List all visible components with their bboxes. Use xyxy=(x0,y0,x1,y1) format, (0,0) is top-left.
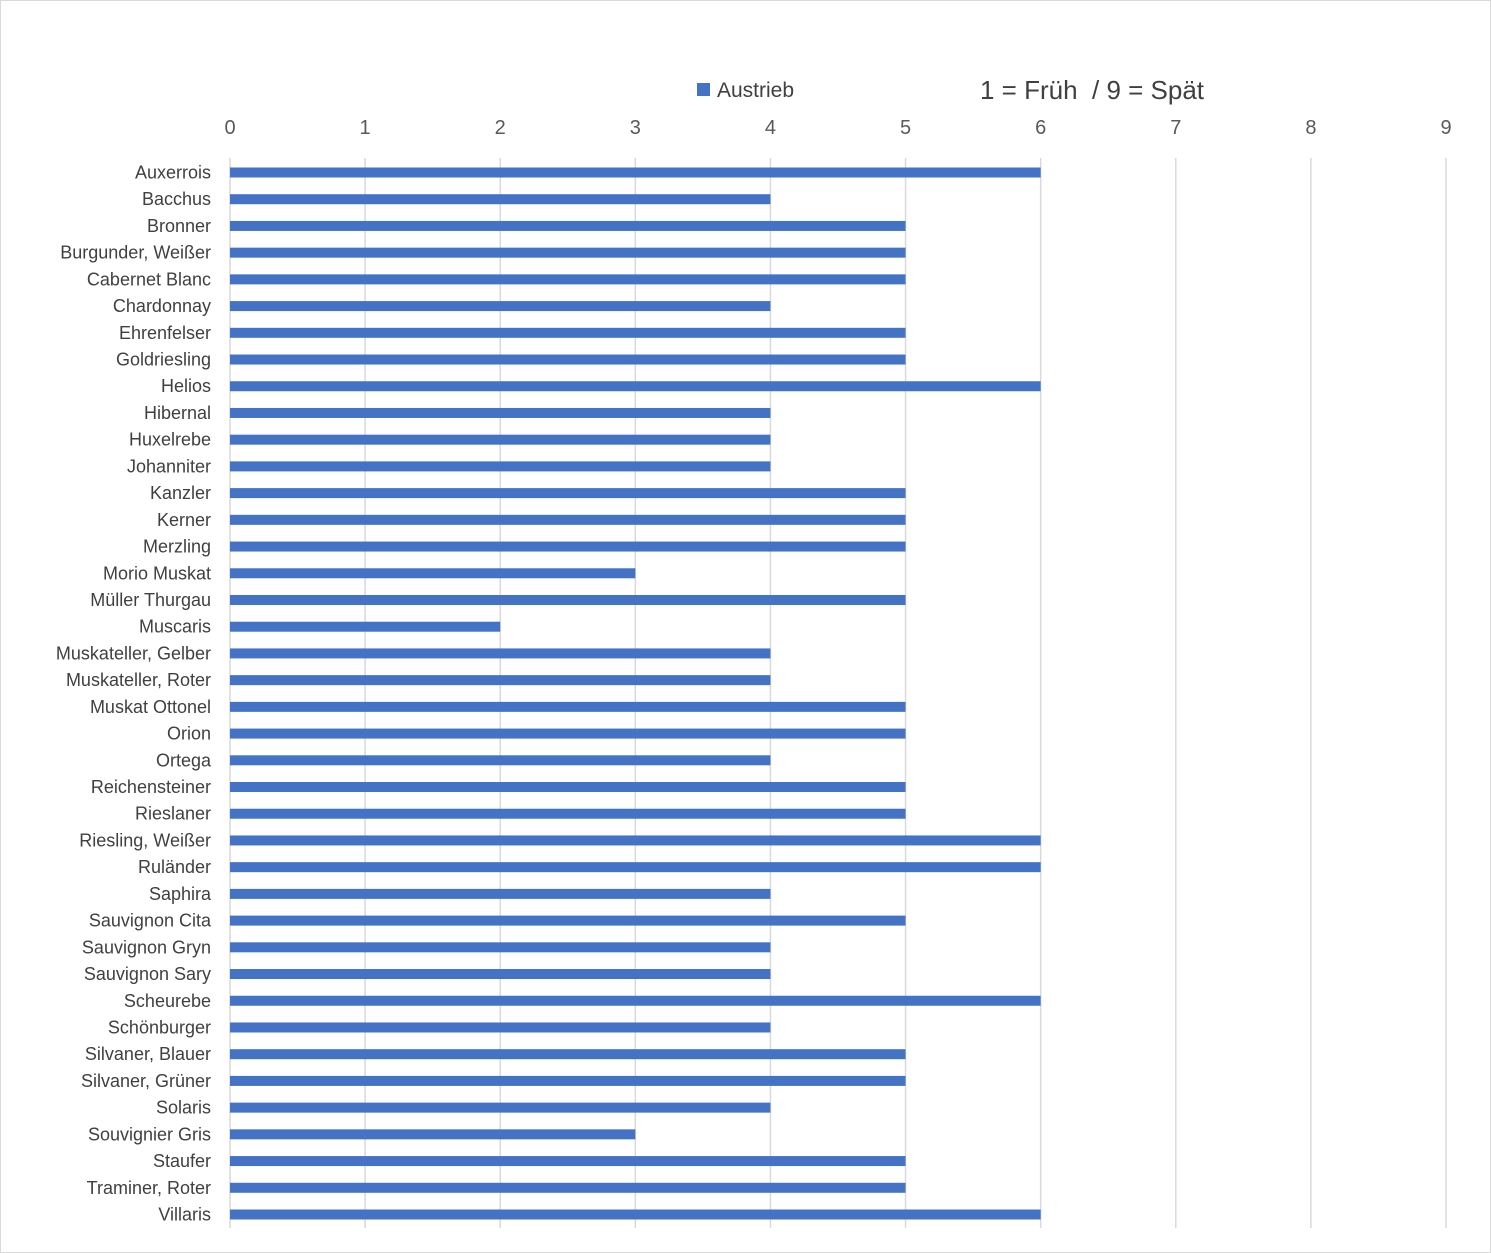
bar xyxy=(230,888,771,899)
category-labels: Auxerrois Bacchus Bronner Burgunder, Weißer… xyxy=(56,163,212,1225)
bar xyxy=(230,1049,906,1060)
category-label: Sauvignon Cita xyxy=(89,911,212,931)
bar xyxy=(230,407,771,418)
category-label: Ruländer xyxy=(138,857,211,877)
category-label: Müller Thurgau xyxy=(90,590,211,610)
category-label: Scheurebe xyxy=(124,991,211,1011)
bar xyxy=(230,755,771,766)
bar xyxy=(230,434,771,445)
category-label: Cabernet Blanc xyxy=(87,269,211,289)
x-tick-label: 2 xyxy=(495,117,506,139)
bar xyxy=(230,782,906,793)
category-label: Muskateller, Gelber xyxy=(56,643,211,663)
category-label: Burgunder, Weißer xyxy=(60,243,211,263)
bar xyxy=(230,1075,906,1086)
category-label: Riesling, Weißer xyxy=(79,830,211,850)
bar xyxy=(230,461,771,472)
category-label: Souvignier Gris xyxy=(88,1124,211,1144)
bar xyxy=(230,1209,1041,1220)
bar xyxy=(230,194,771,205)
category-label: Silvaner, Blauer xyxy=(85,1044,211,1064)
category-label: Helios xyxy=(161,376,211,396)
bar xyxy=(230,1156,906,1167)
legend-swatch xyxy=(697,83,710,96)
bar xyxy=(230,514,906,525)
bar xyxy=(230,1182,906,1193)
category-label: Huxelrebe xyxy=(129,430,211,450)
bar xyxy=(230,568,636,579)
bar xyxy=(230,167,1041,178)
x-tick-label: 1 xyxy=(360,117,371,139)
bar xyxy=(230,675,771,686)
bar xyxy=(230,327,906,338)
category-label: Hibernal xyxy=(144,403,211,423)
bar xyxy=(230,1102,771,1113)
category-label: Sauvignon Gryn xyxy=(82,937,211,957)
bar xyxy=(230,808,906,819)
bar xyxy=(230,220,906,231)
category-label: Muskateller, Roter xyxy=(66,670,211,690)
category-label: Auxerrois xyxy=(135,163,211,183)
x-tick-label: 9 xyxy=(1440,117,1451,139)
category-label: Silvaner, Grüner xyxy=(81,1071,211,1091)
category-label: Traminer, Roter xyxy=(87,1178,211,1198)
category-label: Ortega xyxy=(156,750,212,770)
bar xyxy=(230,594,906,605)
bar xyxy=(230,274,906,285)
category-label: Merzling xyxy=(143,537,211,557)
category-label: Bronner xyxy=(147,216,211,236)
bar xyxy=(230,488,906,499)
category-label: Kanzler xyxy=(150,483,211,503)
bar xyxy=(230,862,1041,873)
legend: Austrieb xyxy=(697,79,794,102)
x-tick-label: 8 xyxy=(1305,117,1316,139)
category-label: Orion xyxy=(167,724,211,744)
bar xyxy=(230,381,1041,392)
bar xyxy=(230,915,906,926)
bar xyxy=(230,621,501,632)
bar xyxy=(230,648,771,659)
bar xyxy=(230,728,906,739)
category-label: Bacchus xyxy=(142,189,211,209)
x-tick-label: 3 xyxy=(630,117,641,139)
category-label: Kerner xyxy=(157,510,211,530)
legend-label: Austrieb xyxy=(717,79,794,102)
category-label: Ehrenfelser xyxy=(119,323,211,343)
x-axis-ticks: 0 1 2 3 4 5 6 7 8 9 xyxy=(224,117,1451,139)
category-label: Chardonnay xyxy=(113,296,211,316)
bar xyxy=(230,1022,771,1033)
category-label: Reichensteiner xyxy=(91,777,211,797)
bar xyxy=(230,942,771,953)
category-label: Saphira xyxy=(149,884,212,904)
bar xyxy=(230,247,906,258)
category-label: Morio Muskat xyxy=(103,563,211,583)
bar xyxy=(230,701,906,712)
category-label: Schönburger xyxy=(108,1017,211,1037)
category-label: Goldriesling xyxy=(116,350,211,370)
x-tick-label: 4 xyxy=(765,117,776,139)
bar xyxy=(230,835,1041,846)
bar xyxy=(230,354,906,365)
category-label: Muskat Ottonel xyxy=(90,697,211,717)
category-label: Villaris xyxy=(158,1205,211,1225)
x-tick-label: 6 xyxy=(1035,117,1046,139)
x-tick-label: 5 xyxy=(900,117,911,139)
category-label: Solaris xyxy=(156,1098,211,1118)
x-tick-label: 0 xyxy=(224,117,235,139)
category-label: Muscaris xyxy=(139,617,211,637)
scale-note: 1 = Früh / 9 = Spät xyxy=(980,75,1205,105)
category-label: Johanniter xyxy=(127,456,211,476)
category-label: Sauvignon Sary xyxy=(84,964,211,984)
gridlines xyxy=(229,158,1447,1228)
category-label: Staufer xyxy=(153,1151,211,1171)
bar xyxy=(230,1129,636,1140)
x-tick-label: 7 xyxy=(1170,117,1181,139)
bar xyxy=(230,969,771,980)
bars xyxy=(230,167,1041,1220)
category-label: Rieslaner xyxy=(135,804,211,824)
bar xyxy=(230,301,771,312)
bar xyxy=(230,541,906,552)
bar xyxy=(230,995,1041,1006)
